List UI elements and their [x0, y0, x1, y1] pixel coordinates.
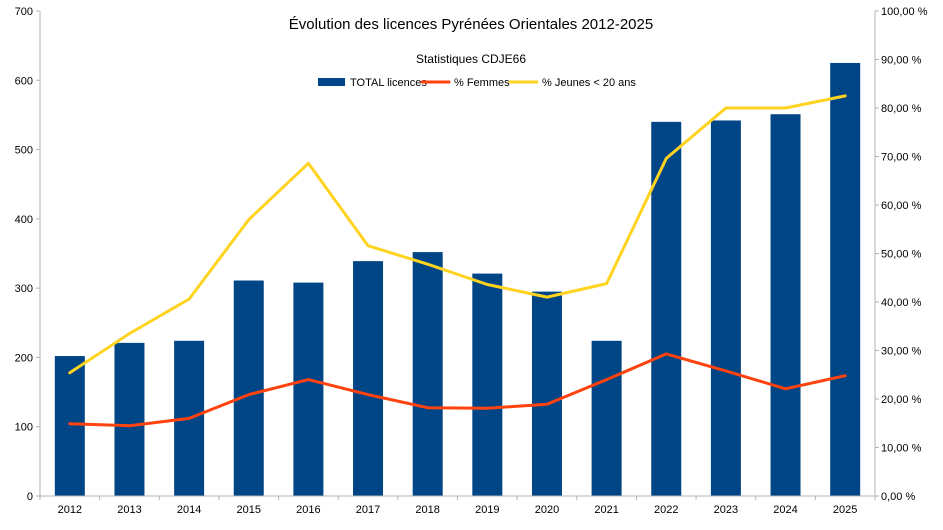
y-right-tick-label: 20,00 % [881, 394, 922, 406]
y-left-tick-label: 500 [15, 145, 33, 157]
legend-swatch [318, 78, 345, 86]
chart-title: Évolution des licences Pyrénées Oriental… [289, 16, 653, 33]
axes: 0 100 200 300 400 500 600 700 0,00 % 10,00 % 20,00… [15, 6, 928, 516]
x-tick-label: 2017 [356, 504, 380, 516]
bar-series [54, 62, 861, 496]
y-right-tick-label: 50,00 % [881, 249, 922, 261]
bar [114, 342, 145, 496]
bar [54, 356, 85, 496]
x-tick-label: 2025 [833, 504, 857, 516]
x-tick-label: 2020 [535, 504, 559, 516]
series-line [68, 352, 847, 428]
bar [531, 291, 562, 496]
y-left-tick-label: 200 [15, 352, 33, 364]
line-series [68, 94, 847, 428]
y-right-tick-label: 100,00 % [881, 6, 928, 18]
series-line [68, 94, 847, 375]
x-tick-label: 2013 [117, 504, 141, 516]
y-left-tick-label: 0 [27, 491, 33, 503]
y-right-tick-label: 80,00 % [881, 103, 922, 115]
y-left-tick-label: 300 [15, 283, 33, 295]
legend-label: % Jeunes < 20 ans [542, 77, 636, 89]
y-right-tick-label: 70,00 % [881, 152, 922, 164]
bar [412, 252, 443, 496]
x-tick-label: 2024 [773, 504, 797, 516]
y-right-tick-label: 30,00 % [881, 346, 922, 358]
bar [472, 273, 503, 496]
y-right-tick-label: 0,00 % [881, 491, 915, 503]
bar [770, 114, 801, 496]
bar [353, 261, 384, 496]
x-tick-label: 2015 [237, 504, 261, 516]
x-tick-label: 2021 [594, 504, 618, 516]
x-tick-label: 2016 [296, 504, 320, 516]
bar [651, 121, 682, 496]
legend-label: TOTAL licences [350, 77, 427, 89]
bar [293, 282, 324, 496]
chart-subtitle: Statistiques CDJE66 [416, 52, 526, 66]
x-tick-label: 2012 [58, 504, 82, 516]
x-tick-label: 2019 [475, 504, 499, 516]
x-tick-label: 2018 [415, 504, 439, 516]
legend: TOTAL licences % Femmes % Jeunes < 20 ans [318, 77, 636, 89]
y-right-tick-label: 90,00 % [881, 55, 922, 67]
bar [591, 340, 622, 496]
y-left-tick-label: 100 [15, 422, 33, 434]
x-tick-label: 2022 [654, 504, 678, 516]
x-tick-label: 2014 [177, 504, 201, 516]
legend-label: % Femmes [454, 77, 510, 89]
bar [830, 62, 861, 496]
bar [710, 120, 741, 496]
y-right-tick-label: 40,00 % [881, 297, 922, 309]
y-right-tick-label: 60,00 % [881, 200, 922, 212]
bar [233, 280, 264, 496]
y-left-tick-label: 400 [15, 214, 33, 226]
y-left-tick-label: 600 [15, 75, 33, 87]
y-left-tick-label: 700 [15, 6, 33, 18]
x-tick-label: 2023 [714, 504, 738, 516]
y-right-tick-label: 10,00 % [881, 443, 922, 455]
